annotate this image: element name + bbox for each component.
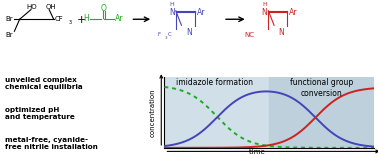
Text: Ar: Ar [197, 8, 205, 17]
Text: CF: CF [55, 16, 64, 22]
Text: N: N [169, 8, 175, 17]
Text: H: H [83, 14, 89, 22]
Text: 3: 3 [69, 20, 72, 25]
Text: C: C [168, 32, 172, 37]
Text: time: time [249, 149, 269, 154]
Text: +: + [77, 15, 86, 25]
Bar [164, 77, 269, 148]
Text: F: F [157, 32, 160, 37]
Text: OH: OH [46, 4, 56, 10]
Text: N: N [262, 8, 268, 17]
Text: HO: HO [27, 4, 37, 10]
Text: imidazole formation: imidazole formation [176, 78, 253, 87]
Text: Br: Br [6, 32, 13, 38]
Text: metal-free, cyanide-
free nitrile installation: metal-free, cyanide- free nitrile instal… [5, 136, 98, 150]
Text: H: H [262, 2, 267, 7]
Text: O: O [101, 4, 107, 13]
Text: N: N [279, 28, 285, 37]
Text: N: N [186, 28, 192, 37]
Text: Ar: Ar [289, 8, 297, 17]
Text: unveiled complex
chemical equilibria: unveiled complex chemical equilibria [5, 77, 82, 90]
Text: H: H [170, 2, 174, 7]
Text: optimized pH
and temperature: optimized pH and temperature [5, 107, 74, 120]
Text: concentration: concentration [150, 88, 156, 137]
Text: NC: NC [245, 32, 254, 38]
Text: 3: 3 [165, 36, 167, 40]
Bar [269, 77, 374, 148]
Text: Br: Br [6, 16, 13, 22]
Text: Ar: Ar [115, 14, 124, 22]
Text: functional group
conversion: functional group conversion [290, 78, 353, 98]
